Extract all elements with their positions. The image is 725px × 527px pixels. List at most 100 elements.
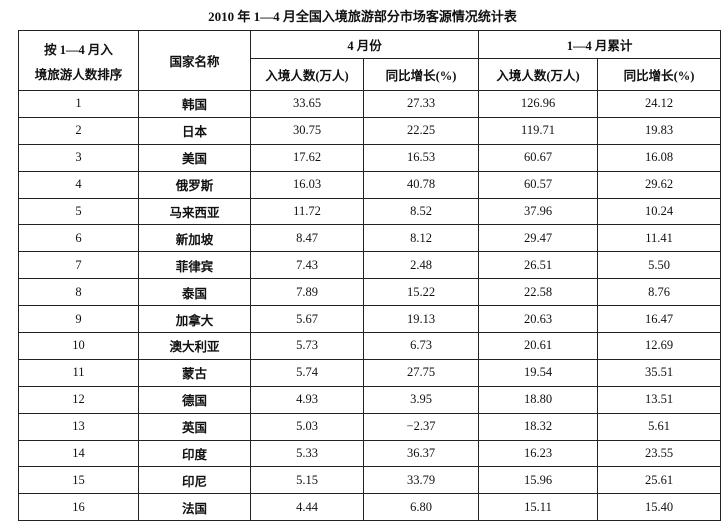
- header-cell: 1—4 月累计: [478, 30, 722, 59]
- table-cell: 11.41: [597, 224, 722, 253]
- table-cell: −2.37: [362, 412, 480, 441]
- table-cell: 119.71: [478, 116, 599, 145]
- table-body: 按 1—4 月入 境旅游人数排序 国家名称 4 月份 1—4 月累计 入境人数(…: [18, 30, 722, 522]
- table-cell: 12.69: [597, 332, 722, 360]
- table-cell: 6: [18, 224, 139, 253]
- table-row: 3 美国 17.62 16.53 60.67 16.08: [18, 143, 722, 172]
- table-cell: 60.57: [478, 170, 599, 199]
- table-row: 8 泰国 7.89 15.22 22.58 8.76: [18, 278, 722, 307]
- table-cell: 23.55: [597, 439, 722, 468]
- table-cell: 9: [18, 305, 139, 334]
- table-row: 5 马来西亚 11.72 8.52 37.96 10.24: [18, 197, 722, 226]
- table-cell: 16.53: [362, 143, 480, 172]
- table-cell: 7: [18, 251, 139, 280]
- header-cell: 同比增长(%): [597, 58, 722, 91]
- table-cell: 8.76: [597, 278, 722, 307]
- table-cell: 4.44: [250, 493, 364, 522]
- table-cell: 加拿大: [138, 305, 251, 334]
- table-cell: 8.12: [362, 224, 480, 253]
- table-cell: 126.96: [478, 90, 599, 118]
- table-cell: 19.13: [362, 305, 480, 334]
- table-cell: 日本: [138, 116, 251, 145]
- table-cell: 15: [18, 466, 139, 495]
- table-cell: 18.32: [478, 412, 599, 441]
- table-cell: 35.51: [597, 358, 722, 387]
- table-row: 15 印尼 5.15 33.79 15.96 25.61: [18, 466, 722, 495]
- table-cell: 法国: [138, 493, 251, 522]
- table-cell: 17.62: [250, 143, 364, 172]
- table-cell: 27.75: [362, 358, 480, 387]
- table-cell: 20.63: [478, 305, 599, 334]
- table-cell: 6.73: [362, 332, 480, 360]
- table-cell: 美国: [138, 143, 251, 172]
- table-cell: 6.80: [362, 493, 480, 522]
- table-cell: 15.96: [478, 466, 599, 495]
- header-cell: 按 1—4 月入 境旅游人数排序: [18, 30, 139, 91]
- table-cell: 22.25: [362, 116, 480, 145]
- table-cell: 8.52: [362, 197, 480, 226]
- header-cell: 国家名称: [138, 30, 251, 91]
- table-cell: 2: [18, 116, 139, 145]
- table-cell: 16.47: [597, 305, 722, 334]
- table-cell: 印度: [138, 439, 251, 468]
- table-cell: 37.96: [478, 197, 599, 226]
- table-cell: 5.03: [250, 412, 364, 441]
- table-cell: 16.08: [597, 143, 722, 172]
- table-cell: 15.11: [478, 493, 599, 522]
- table-cell: 俄罗斯: [138, 170, 251, 199]
- table-cell: 5.73: [250, 332, 364, 360]
- table-cell: 11.72: [250, 197, 364, 226]
- table-cell: 德国: [138, 385, 251, 414]
- table-cell: 5.15: [250, 466, 364, 495]
- header-cell: 入境人数(万人): [250, 58, 364, 91]
- table-row: 10 澳大利亚 5.73 6.73 20.61 12.69: [18, 332, 722, 360]
- table-row: 12 德国 4.93 3.95 18.80 13.51: [18, 385, 722, 414]
- table-cell: 16: [18, 493, 139, 522]
- table-row: 11 蒙古 5.74 27.75 19.54 35.51: [18, 358, 722, 387]
- header-cell: 入境人数(万人): [478, 58, 599, 91]
- table-row: 1 韩国 33.65 27.33 126.96 24.12: [18, 90, 722, 118]
- table-cell: 5.74: [250, 358, 364, 387]
- table-cell: 澳大利亚: [138, 332, 251, 360]
- table-cell: 33.79: [362, 466, 480, 495]
- table-cell: 12: [18, 385, 139, 414]
- table-cell: 60.67: [478, 143, 599, 172]
- header-cell: 同比增长(%): [362, 58, 480, 91]
- table-cell: 19.83: [597, 116, 722, 145]
- table-cell: 4: [18, 170, 139, 199]
- table-cell: 新加坡: [138, 224, 251, 253]
- table-cell: 16.03: [250, 170, 364, 199]
- table-cell: 马来西亚: [138, 197, 251, 226]
- table-cell: 11: [18, 358, 139, 387]
- table-cell: 27.33: [362, 90, 480, 118]
- table-cell: 13: [18, 412, 139, 441]
- table-cell: 3: [18, 143, 139, 172]
- header-row: 入境人数(万人) 同比增长(%) 入境人数(万人) 同比增长(%): [19, 58, 722, 91]
- table-cell: 1: [18, 90, 139, 118]
- table-row: 6 新加坡 8.47 8.12 29.47 11.41: [18, 224, 722, 253]
- table-cell: 泰国: [138, 278, 251, 307]
- table-cell: 30.75: [250, 116, 364, 145]
- header-cell: 4 月份: [249, 30, 480, 59]
- table-cell: 5.61: [597, 412, 722, 441]
- table-cell: 8: [18, 278, 139, 307]
- table-cell: 19.54: [478, 358, 599, 387]
- table-row: 4 俄罗斯 16.03 40.78 60.57 29.62: [18, 170, 722, 199]
- table-cell: 36.37: [362, 439, 480, 468]
- data-table: 按 1—4 月入 境旅游人数排序 国家名称 4 月份 1—4 月累计 入境人数(…: [18, 30, 722, 522]
- table-cell: 韩国: [138, 90, 251, 118]
- table-cell: 7.89: [250, 278, 364, 307]
- table-cell: 10: [18, 332, 139, 360]
- table-row: 16 法国 4.44 6.80 15.11 15.40: [18, 493, 722, 522]
- table-cell: 3.95: [362, 385, 480, 414]
- table-cell: 40.78: [362, 170, 480, 199]
- table-cell: 5: [18, 197, 139, 226]
- table-cell: 英国: [138, 412, 251, 441]
- table-cell: 33.65: [250, 90, 364, 118]
- table-cell: 2.48: [362, 251, 480, 280]
- table-cell: 7.43: [250, 251, 364, 280]
- table-cell: 15.40: [597, 493, 722, 522]
- table-cell: 22.58: [478, 278, 599, 307]
- table-title: 2010 年 1—4 月全国入境旅游部分市场客源情况统计表: [208, 9, 517, 24]
- table-cell: 10.24: [597, 197, 722, 226]
